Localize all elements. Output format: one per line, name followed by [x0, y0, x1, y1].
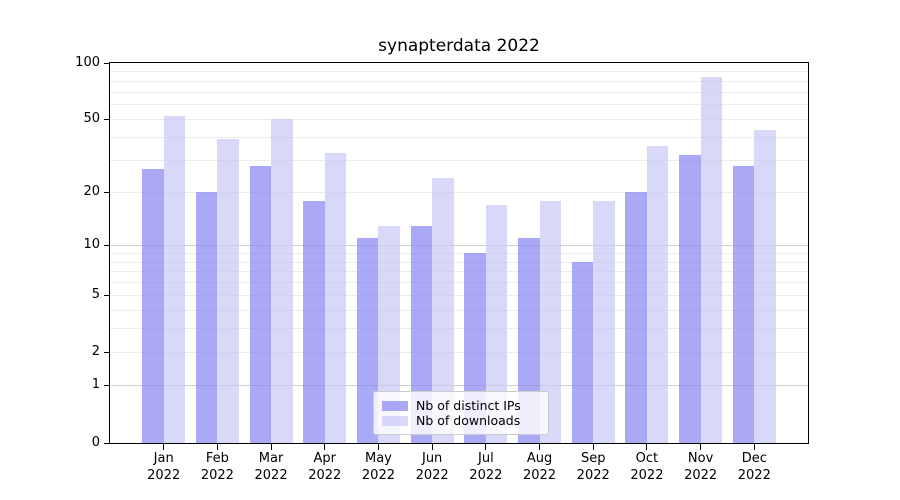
x-tick-dec	[753, 444, 755, 450]
y-tick-label-1: 1	[91, 377, 100, 393]
x-tick-label-nov: Nov 2022	[684, 451, 718, 483]
gridline-minor-4	[110, 309, 808, 311]
bar-mar-distinct-ips	[249, 165, 272, 443]
x-tick-feb	[216, 444, 218, 450]
legend-entry-distinct-ips: Nb of distinct IPs	[382, 398, 540, 413]
y-tick-label-2: 2	[91, 344, 100, 360]
y-tick-1	[104, 385, 110, 387]
gridline-major-1	[110, 385, 808, 387]
x-tick-label-sep: Sep 2022	[576, 451, 610, 483]
x-tick-label-oct: Oct 2022	[630, 451, 664, 483]
bar-jun-downloads	[432, 177, 454, 443]
y-tick-label-0: 0	[91, 434, 100, 450]
legend-entry-downloads: Nb of downloads	[382, 413, 540, 428]
bar-mar-downloads	[271, 119, 293, 443]
bar-dec-distinct-ips	[732, 165, 755, 443]
x-tick-mar	[270, 444, 272, 450]
x-tick-jan	[163, 444, 165, 450]
x-tick-label-aug: Aug 2022	[522, 451, 557, 483]
x-tick-jul	[485, 444, 487, 450]
x-tick-may	[377, 444, 379, 450]
bar-nov-downloads	[700, 77, 723, 443]
legend: Nb of distinct IPs Nb of downloads	[373, 391, 549, 435]
y-tick-label-5: 5	[91, 286, 100, 302]
bar-sep-downloads	[593, 200, 615, 443]
y-tick-5	[104, 294, 110, 296]
x-tick-label-jul: Jul 2022	[469, 451, 503, 483]
gridline-minor-5	[110, 294, 808, 296]
y-tick-label-100: 100	[75, 54, 100, 70]
x-tick-label-jun: Jun 2022	[415, 451, 449, 483]
bar-jan-distinct-ips	[142, 168, 164, 443]
spine-right	[808, 63, 809, 444]
x-tick-label-may: May 2022	[361, 451, 395, 483]
bar-jun-distinct-ips	[410, 225, 433, 443]
bar-nov-distinct-ips	[679, 155, 701, 443]
bar-feb-distinct-ips	[195, 192, 218, 443]
spine-left	[109, 63, 110, 444]
spine-bottom	[109, 443, 809, 444]
bar-aug-downloads	[539, 200, 562, 443]
bar-jan-downloads	[163, 116, 186, 443]
gridline-major-10	[110, 245, 808, 247]
gridline-minor-90	[110, 71, 808, 73]
y-tick-50	[104, 118, 110, 120]
gridline-minor-20	[110, 191, 808, 193]
x-tick-jun	[431, 444, 433, 450]
gridline-minor-70	[110, 91, 808, 93]
legend-swatch-downloads	[382, 415, 408, 426]
y-tick-2	[104, 352, 110, 354]
bar-apr-downloads	[324, 152, 347, 443]
gridline-minor-9	[110, 252, 808, 254]
bar-sep-distinct-ips	[571, 262, 594, 443]
x-tick-nov	[700, 444, 702, 450]
y-tick-label-50: 50	[83, 110, 100, 126]
gridline-minor-6	[110, 282, 808, 284]
bar-dec-downloads	[754, 129, 776, 443]
y-tick-20	[104, 191, 110, 193]
x-tick-oct	[646, 444, 648, 450]
x-tick-aug	[539, 444, 541, 450]
x-tick-label-jan: Jan 2022	[147, 451, 181, 483]
bar-apr-distinct-ips	[303, 200, 325, 443]
gridline-minor-40	[110, 136, 808, 138]
gridline-minor-2	[110, 352, 808, 354]
x-tick-label-mar: Mar 2022	[254, 451, 288, 483]
y-tick-100	[104, 62, 110, 64]
bar-may-downloads	[378, 225, 400, 443]
bar-oct-downloads	[646, 145, 669, 443]
gridline-minor-7	[110, 271, 808, 273]
legend-swatch-distinct-ips	[382, 400, 408, 411]
spine-top	[109, 62, 809, 63]
y-tick-10	[104, 245, 110, 247]
chart-title: synapterdata 2022	[378, 36, 540, 56]
x-tick-label-dec: Dec 2022	[737, 451, 771, 483]
bar-feb-downloads	[217, 139, 239, 443]
x-tick-sep	[592, 444, 594, 450]
x-tick-label-apr: Apr 2022	[308, 451, 342, 483]
legend-label-downloads: Nb of downloads	[416, 413, 521, 428]
y-tick-0	[104, 442, 110, 444]
bar-jul-downloads	[485, 205, 508, 443]
gridline-minor-8	[110, 261, 808, 263]
gridline-minor-60	[110, 104, 808, 106]
y-tick-label-20: 20	[83, 183, 100, 199]
gridline-minor-50	[110, 118, 808, 120]
x-tick-label-feb: Feb 2022	[200, 451, 234, 483]
gridline-minor-80	[110, 80, 808, 82]
bar-oct-distinct-ips	[625, 192, 647, 443]
x-tick-apr	[324, 444, 326, 450]
gridline-minor-3	[110, 328, 808, 330]
y-tick-label-10: 10	[83, 237, 100, 253]
legend-label-distinct-ips: Nb of distinct IPs	[416, 398, 521, 413]
gridline-minor-30	[110, 159, 808, 161]
